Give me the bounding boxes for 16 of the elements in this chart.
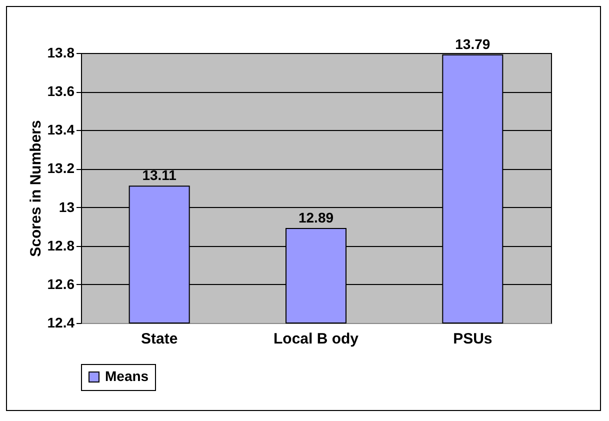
y-tick-label: 12.8	[47, 237, 75, 254]
data-label: 13.11	[142, 167, 177, 184]
x-tick-label: State	[140, 330, 178, 348]
legend-label: Means	[105, 368, 149, 384]
y-tick-label: 13	[58, 198, 75, 215]
x-tick-label: Local B ody	[273, 330, 360, 348]
x-tick-label: PSUs	[453, 330, 492, 348]
data-label: 12.89	[298, 210, 334, 226]
y-axis-title: Scores in Numbers	[27, 120, 44, 257]
y-tick-label: 12.4	[47, 314, 75, 330]
y-tick-label: 13.6	[47, 83, 75, 100]
y-tick-label: 12.6	[47, 276, 75, 292]
y-tick-label: 13.2	[47, 160, 75, 176]
y-tick-label: 13.8	[47, 44, 75, 60]
y-tick-label: 13.4	[47, 122, 75, 138]
data-label: 13.79	[455, 36, 490, 52]
